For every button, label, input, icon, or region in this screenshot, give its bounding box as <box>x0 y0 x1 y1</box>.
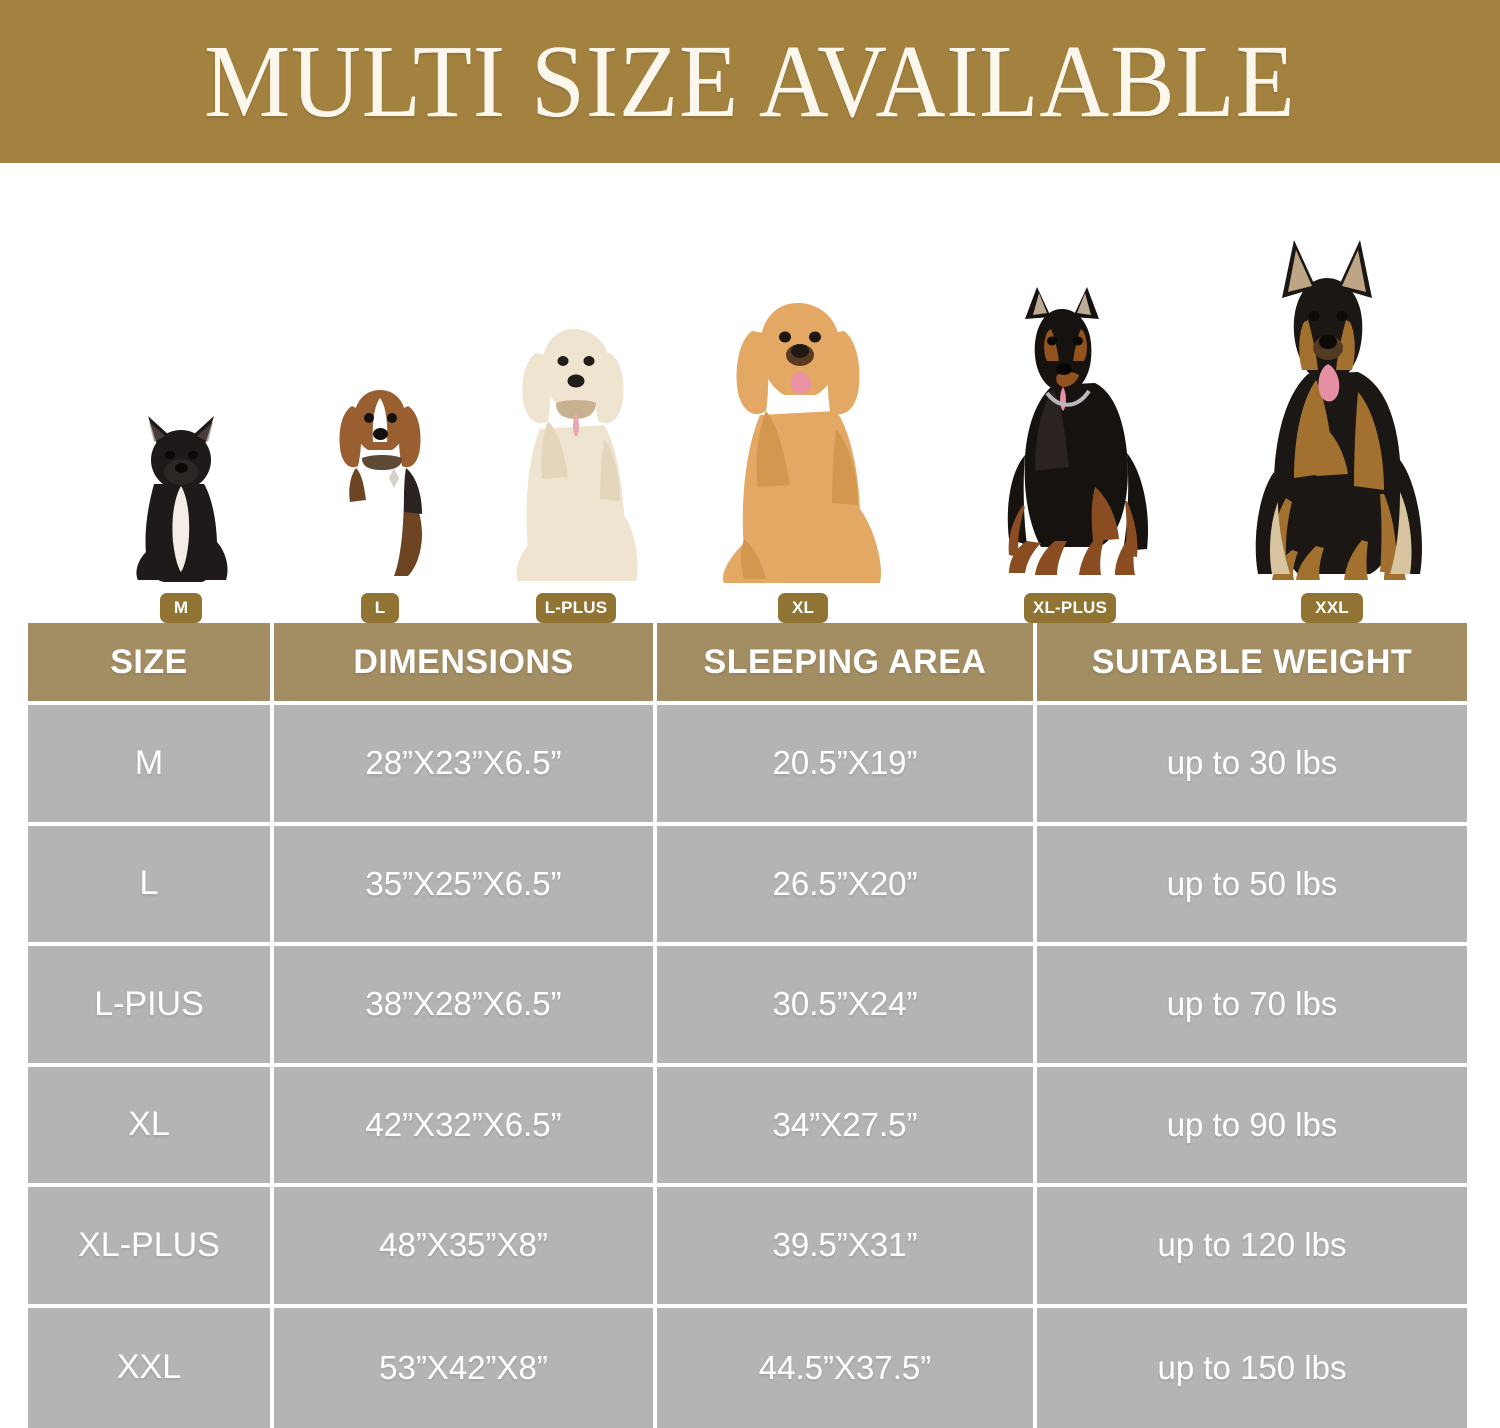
doberman-icon <box>1007 287 1149 575</box>
cell-size: XL <box>28 1066 274 1187</box>
cell-sleeping-area: 44.5”X37.5” <box>657 1307 1037 1428</box>
dog-size-comparison-strip: M <box>0 163 1500 623</box>
dog-slot-l-plus: L-PLUS <box>500 309 652 623</box>
dog-slot-xl: XL <box>710 287 896 623</box>
column-header-sleeping-area: SLEEPING AREA <box>657 623 1037 705</box>
cell-size: XXL <box>28 1307 274 1428</box>
dog-slot-xxl: XXL <box>1232 222 1432 623</box>
cell-sleeping-area: 39.5”X31” <box>657 1187 1037 1308</box>
dog-slot-xl-plus: XL-PLUS <box>975 257 1165 623</box>
cell-dimensions: 42”X32”X6.5” <box>274 1066 657 1187</box>
cell-weight: up to 30 lbs <box>1037 705 1467 826</box>
cell-dimensions: 38”X28”X6.5” <box>274 946 657 1067</box>
table-row: L 35”X25”X6.5” 26.5”X20” up to 50 lbs <box>28 825 1467 946</box>
cell-sleeping-area: 20.5”X19” <box>657 705 1037 826</box>
size-badge-l-plus: L-PLUS <box>535 593 617 623</box>
table-row: XXL 53”X42”X8” 44.5”X37.5” up to 150 lbs <box>28 1307 1467 1428</box>
dog-slot-l: L <box>310 372 450 623</box>
french-bulldog-icon <box>136 416 228 582</box>
cell-weight: up to 150 lbs <box>1037 1307 1467 1428</box>
golden-retriever-icon <box>722 303 882 583</box>
size-badge-xxl: XXL <box>1301 593 1363 623</box>
cell-dimensions: 48”X35”X8” <box>274 1187 657 1308</box>
cell-sleeping-area: 26.5”X20” <box>657 825 1037 946</box>
cell-dimensions: 35”X25”X6.5” <box>274 825 657 946</box>
cell-dimensions: 28”X23”X6.5” <box>274 705 657 826</box>
page-title: MULTI SIZE AVAILABLE <box>204 23 1296 139</box>
size-badge-xl-plus: XL-PLUS <box>1023 593 1117 623</box>
cell-size: M <box>28 705 274 826</box>
cell-weight: up to 120 lbs <box>1037 1187 1467 1308</box>
header-banner: MULTI SIZE AVAILABLE <box>0 0 1500 163</box>
cell-size: L <box>28 825 274 946</box>
cell-weight: up to 90 lbs <box>1037 1066 1467 1187</box>
table-row: XL 42”X32”X6.5” 34”X27.5” up to 90 lbs <box>28 1066 1467 1187</box>
size-chart-table: SIZE DIMENSIONS SLEEPING AREA SUITABLE W… <box>28 623 1467 1428</box>
cell-size: XL-PLUS <box>28 1187 274 1308</box>
table-header-row: SIZE DIMENSIONS SLEEPING AREA SUITABLE W… <box>28 623 1467 705</box>
table-row: L-PIUS 38”X28”X6.5” 30.5”X24” up to 70 l… <box>28 946 1467 1067</box>
beagle-icon <box>336 390 434 578</box>
cell-dimensions: 53”X42”X8” <box>274 1307 657 1428</box>
column-header-suitable-weight: SUITABLE WEIGHT <box>1037 623 1467 705</box>
table-row: M 28”X23”X6.5” 20.5”X19” up to 30 lbs <box>28 705 1467 826</box>
german-shepherd-icon <box>1255 240 1422 580</box>
size-badge-xl: XL <box>777 593 829 623</box>
cell-size: L-PIUS <box>28 946 274 1067</box>
column-header-size: SIZE <box>28 623 274 705</box>
cell-sleeping-area: 34”X27.5” <box>657 1066 1037 1187</box>
size-badge-l: L <box>360 593 400 623</box>
table-row: XL-PLUS 48”X35”X8” 39.5”X31” up to 120 l… <box>28 1187 1467 1308</box>
column-header-dimensions: DIMENSIONS <box>274 623 657 705</box>
dog-slot-m: M <box>118 402 244 623</box>
cell-weight: up to 50 lbs <box>1037 825 1467 946</box>
size-badge-m: M <box>159 593 203 623</box>
cell-sleeping-area: 30.5”X24” <box>657 946 1037 1067</box>
cell-weight: up to 70 lbs <box>1037 946 1467 1067</box>
golden-retriever-cream-icon <box>516 329 638 581</box>
